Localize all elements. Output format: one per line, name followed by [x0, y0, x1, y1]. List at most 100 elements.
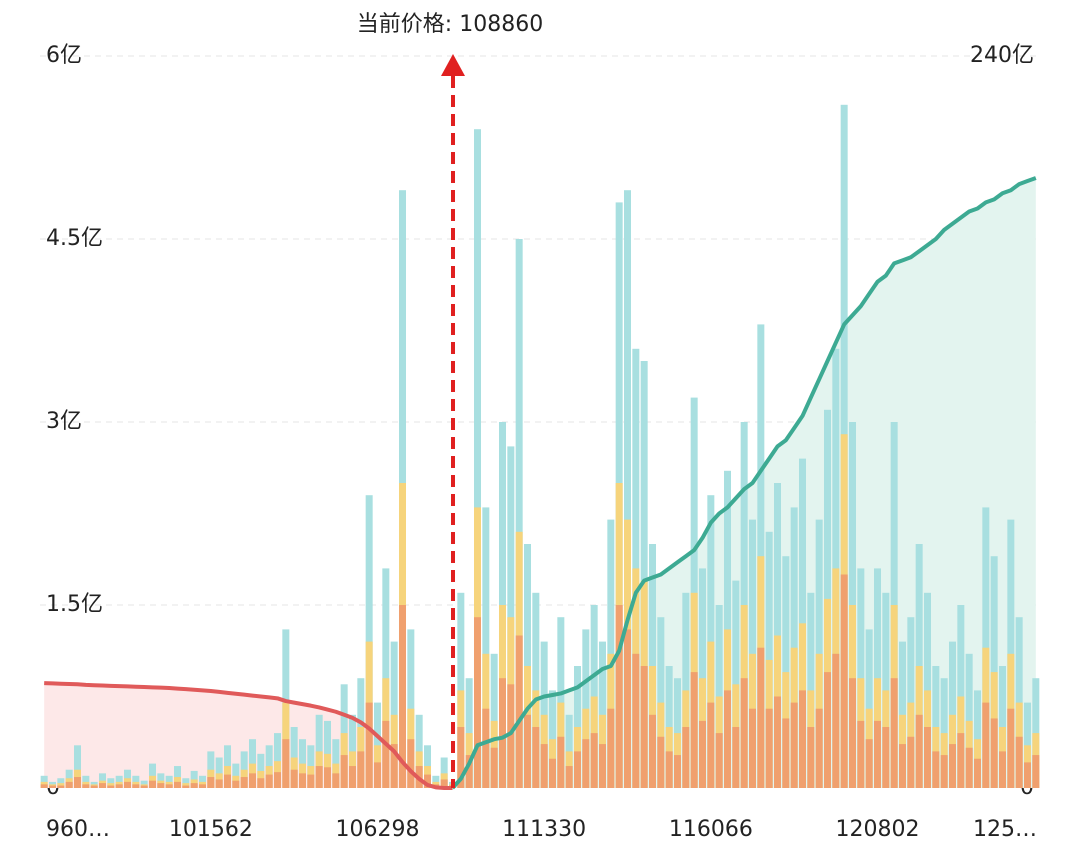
- bar: [324, 767, 331, 788]
- area: [452, 178, 1036, 788]
- bar: [657, 736, 665, 788]
- bar: [840, 574, 848, 788]
- bar: [749, 708, 756, 788]
- bar: [949, 744, 956, 788]
- bar: [757, 647, 765, 788]
- bar: [1015, 736, 1023, 788]
- bar: [790, 702, 798, 788]
- bar: [190, 770, 198, 788]
- bar: [232, 780, 240, 788]
- y2-tick-label: 240亿: [970, 43, 1034, 68]
- bar: [290, 769, 298, 788]
- bar: [615, 605, 623, 788]
- bar: [382, 720, 390, 788]
- bar: [774, 696, 781, 788]
- bar: [57, 785, 65, 788]
- bar: [157, 783, 165, 788]
- bar: [957, 733, 965, 788]
- bar: [82, 784, 90, 788]
- bar: [99, 783, 106, 788]
- bar: [215, 779, 223, 788]
- x-tick-label: 116066: [669, 817, 753, 842]
- bar: [474, 129, 481, 788]
- bar: [499, 678, 506, 788]
- bar: [932, 751, 940, 788]
- bar: [999, 751, 1006, 788]
- bar: [640, 666, 648, 788]
- bar: [132, 784, 140, 788]
- bar: [699, 720, 706, 788]
- x-tick-label: 111330: [502, 817, 586, 842]
- bar: [149, 780, 156, 788]
- bar: [182, 785, 190, 788]
- y-tick-label: 4.5亿: [46, 226, 103, 251]
- bar: [582, 739, 590, 788]
- bar: [649, 714, 656, 788]
- bar: [924, 727, 931, 788]
- bar: [907, 736, 915, 788]
- bar: [899, 744, 906, 788]
- bar: [732, 727, 740, 788]
- bar: [107, 785, 115, 788]
- x-tick-label: 120802: [836, 817, 920, 842]
- bar: [874, 720, 881, 788]
- bar: [965, 747, 973, 788]
- x-tick-label: 101562: [169, 817, 253, 842]
- bar: [549, 758, 556, 788]
- y-tick-label: 6亿: [46, 43, 82, 68]
- bar: [674, 755, 681, 788]
- line: [451, 176, 1037, 790]
- bar: [399, 605, 406, 788]
- bar: [1032, 755, 1040, 788]
- bar: [207, 777, 215, 788]
- bar: [849, 678, 856, 788]
- annotation: 当前价格: 108860: [357, 12, 543, 37]
- bar: [65, 781, 73, 788]
- bar: [532, 727, 540, 788]
- bar: [140, 780, 148, 788]
- bar: [857, 720, 865, 788]
- bar: [199, 784, 206, 788]
- bar: [90, 785, 98, 788]
- bar: [574, 751, 581, 788]
- bar: [640, 361, 648, 788]
- bar: [190, 783, 198, 788]
- bar: [215, 757, 223, 788]
- bar: [590, 733, 598, 788]
- bar: [915, 714, 923, 788]
- bar: [524, 714, 531, 788]
- bar: [515, 239, 523, 788]
- bar: [982, 702, 990, 788]
- bar: [140, 785, 148, 788]
- bar: [274, 772, 281, 788]
- bar: [240, 777, 248, 788]
- bar: [1024, 762, 1031, 788]
- bar: [1007, 708, 1015, 788]
- y-tick-label: 3亿: [46, 409, 82, 434]
- x-tick-label: 125…: [973, 817, 1037, 842]
- bar: [807, 727, 815, 788]
- bar: [707, 702, 715, 788]
- bar: [174, 781, 181, 788]
- bar: [115, 784, 123, 788]
- bar: [799, 690, 806, 788]
- bar: [540, 744, 548, 788]
- bar: [890, 678, 898, 788]
- bar: [624, 629, 631, 788]
- bar: [482, 507, 490, 788]
- line: [44, 681, 453, 790]
- bar: [440, 779, 448, 788]
- bar: [474, 617, 481, 788]
- bar: [665, 751, 673, 788]
- bar: [815, 708, 823, 788]
- bar: [365, 702, 373, 788]
- bar: [390, 744, 398, 788]
- x-tick-label: 106298: [336, 817, 420, 842]
- bar: [332, 773, 340, 788]
- bar: [282, 739, 290, 788]
- x-tick-label: 960…: [46, 817, 110, 842]
- bar: [832, 653, 840, 788]
- bar: [690, 672, 698, 788]
- bar: [74, 777, 81, 788]
